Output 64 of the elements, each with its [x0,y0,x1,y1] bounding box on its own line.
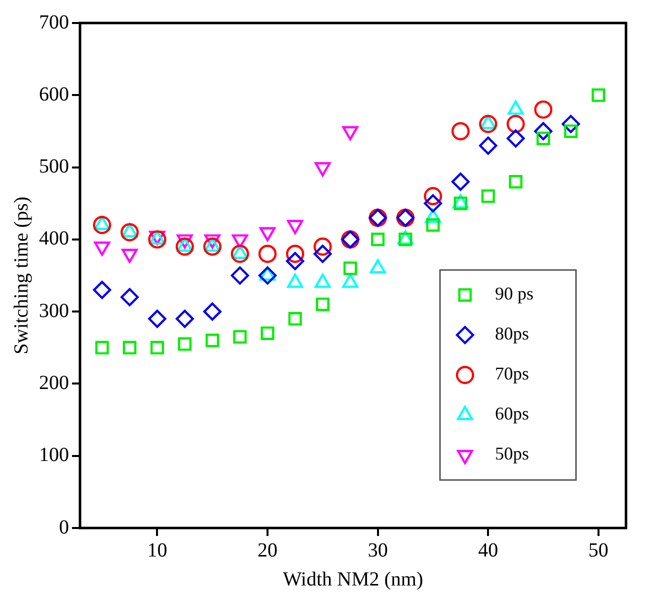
legend-label: 60ps [495,404,530,424]
point [286,252,304,270]
point [178,337,192,351]
point [150,340,164,354]
point [534,122,552,140]
point [479,114,498,134]
point [176,238,194,256]
point [122,340,136,354]
point [371,232,385,246]
x-tick-label: 40 [478,539,498,562]
x-tick-label: 50 [588,539,608,562]
point [562,114,580,134]
point [258,266,277,285]
point [426,218,440,232]
point [451,172,470,191]
legend-label: 70ps [495,364,530,384]
point [120,223,139,242]
point [120,288,139,306]
point [451,122,470,140]
point [203,302,222,321]
y-axis-title: Switching time (ps) [10,196,32,354]
point [536,132,550,146]
point [343,262,357,276]
legend-label: 90 ps [495,284,534,304]
point [286,244,304,263]
point [314,238,332,256]
point [203,238,222,256]
point [258,244,277,263]
point [424,194,442,212]
legend-label: 50ps [495,444,530,464]
point [92,280,112,300]
y-tick-label: 400 [39,228,69,250]
x-tick-label: 10 [147,539,168,562]
point [534,100,552,119]
point [592,88,606,102]
point [506,129,525,148]
y-tick-label: 100 [39,444,69,466]
point [479,136,498,155]
point [95,340,109,354]
point [148,310,166,328]
point [176,310,194,328]
y-tick-label: 500 [39,156,69,178]
point [230,266,250,285]
point [481,189,495,203]
legend-label: 80ps [495,324,530,344]
y-tick-label: 200 [39,372,69,394]
x-tick-label: 30 [368,539,388,562]
y-tick-label: 700 [39,11,69,34]
point [316,298,330,312]
point [206,334,220,348]
point [230,244,250,263]
point [233,330,247,344]
point [424,187,442,206]
y-tick-label: 0 [59,516,69,538]
y-tick-label: 300 [39,300,69,322]
x-tick-label: 20 [258,539,278,562]
point [288,312,302,326]
point [506,114,525,134]
point [508,174,522,188]
y-tick-label: 600 [39,83,69,106]
point [314,244,332,263]
x-axis-title: Width NM2 (nm) [282,568,424,590]
point [260,326,274,340]
point [92,216,112,234]
